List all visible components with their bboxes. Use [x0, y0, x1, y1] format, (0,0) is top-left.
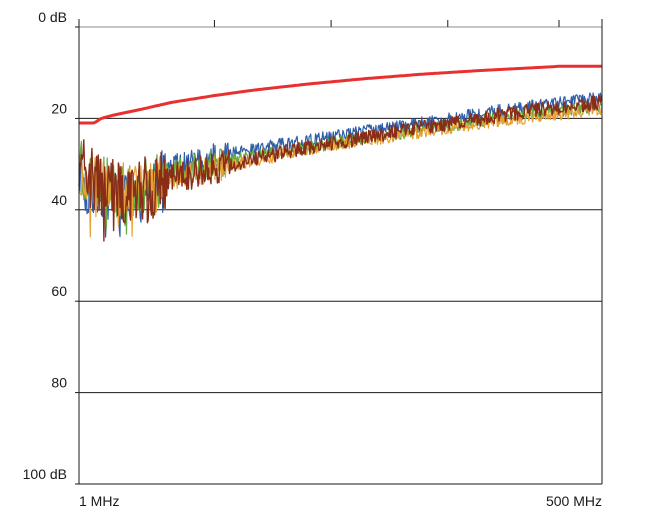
y-tick-label-60: 60	[51, 283, 67, 299]
x-tick-label-end: 500 MHz	[546, 493, 602, 509]
y-tick-label-0: 0 dB	[38, 9, 67, 25]
y-tick-label-80: 80	[51, 375, 67, 391]
y-tick-label-40: 40	[51, 192, 67, 208]
y-tick-label-20: 20	[51, 100, 67, 116]
plot-series	[78, 64, 603, 242]
x-tick-label-start: 1 MHz	[79, 493, 119, 509]
series-line-5	[78, 95, 603, 242]
tick-labels: 0 dB 20 40 60 80 100 dB 1 MHz 500 MHz	[23, 9, 602, 509]
axes	[75, 19, 603, 485]
y-tick-label-100: 100 dB	[23, 466, 67, 482]
series-line-1	[79, 64, 602, 125]
